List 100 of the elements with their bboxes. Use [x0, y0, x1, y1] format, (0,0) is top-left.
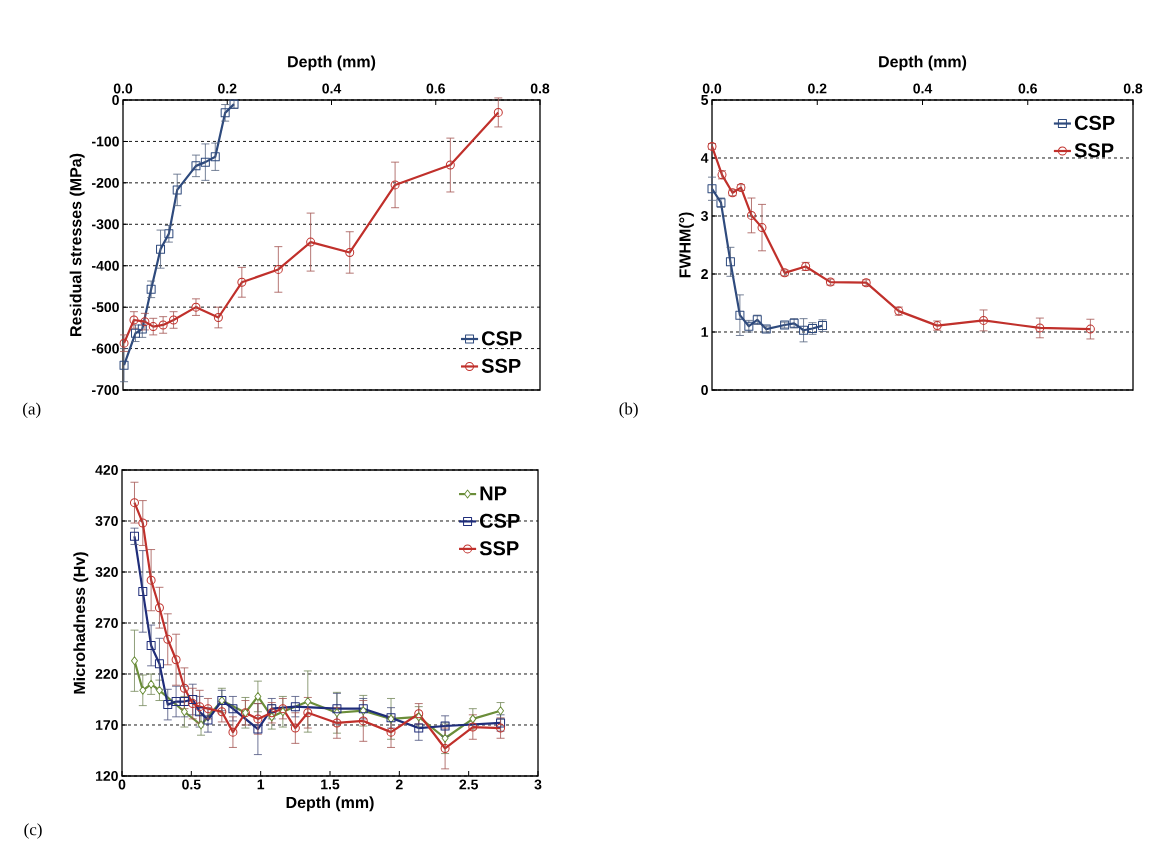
point	[164, 229, 174, 239]
point	[129, 531, 139, 541]
point	[129, 315, 139, 325]
legend-label: SSP	[1074, 143, 1114, 158]
point	[468, 722, 478, 732]
y-axis-title: FWHM(°)	[678, 212, 694, 278]
text: (b)	[619, 402, 638, 419]
legend-label: CSP	[480, 513, 520, 528]
point	[158, 320, 168, 330]
point	[725, 257, 735, 267]
point	[148, 322, 158, 332]
point	[203, 704, 213, 714]
legend-label: CSP	[481, 331, 522, 346]
y-tick-label: 320	[95, 567, 118, 577]
y-tick-label: 0	[701, 385, 708, 395]
point	[172, 185, 182, 195]
y-tick-label: 370	[95, 516, 118, 526]
x-tick-label: 1.5	[321, 779, 340, 790]
x-axis-title: Depth (mm)	[288, 55, 376, 71]
y-tick-label: 220	[95, 669, 118, 679]
y-tick-label: 120	[95, 771, 118, 781]
y-tick-label: 1	[701, 327, 709, 337]
y-tick-label: 5	[701, 95, 709, 105]
point	[332, 704, 342, 714]
point	[757, 223, 767, 233]
point	[358, 716, 368, 726]
point	[220, 108, 230, 118]
point	[147, 679, 155, 689]
point	[138, 518, 148, 528]
point	[163, 700, 173, 710]
x-tick-label: 0.2	[218, 83, 237, 94]
x-tick-label: 1	[257, 779, 265, 790]
x-axis-title: Depth (mm)	[286, 796, 374, 812]
point	[171, 655, 181, 665]
point	[139, 685, 147, 695]
x-tick-label: 0.8	[530, 83, 550, 94]
point	[746, 210, 756, 220]
point	[146, 575, 156, 585]
x-tick-label: 2.5	[459, 779, 479, 790]
point	[179, 697, 189, 707]
point	[171, 697, 181, 707]
point	[304, 697, 312, 707]
point	[213, 313, 223, 322]
y-tick-label: -400	[92, 260, 119, 271]
point	[229, 99, 239, 109]
point	[253, 724, 263, 734]
y-tick-label: -100	[92, 136, 119, 147]
point	[191, 302, 201, 312]
point	[799, 325, 809, 335]
x-axis-title: Depth (mm)	[879, 55, 967, 71]
point	[228, 704, 238, 714]
point	[979, 315, 989, 325]
point	[129, 498, 139, 508]
y-tick-label: 2	[701, 269, 708, 279]
point	[707, 184, 717, 194]
point	[146, 640, 156, 650]
y-tick-label: -500	[92, 302, 119, 313]
point	[332, 718, 342, 728]
y-axis-title: Residual stresses (MPa)	[69, 153, 85, 336]
point	[290, 702, 300, 712]
point	[440, 743, 450, 753]
point	[163, 634, 173, 644]
y-tick-label: -200	[92, 177, 119, 188]
point	[195, 707, 205, 717]
point	[345, 247, 355, 257]
point	[156, 244, 166, 254]
point	[154, 603, 164, 613]
point	[188, 695, 198, 704]
legend-label: NP	[480, 486, 507, 501]
point	[146, 284, 156, 294]
point	[306, 237, 316, 247]
point	[254, 691, 262, 701]
point	[414, 723, 424, 733]
point	[228, 727, 238, 737]
y-tick-label: -300	[92, 219, 119, 230]
point	[197, 720, 205, 730]
x-tick-label: 0.4	[322, 83, 342, 94]
text: (a)	[23, 402, 41, 419]
legend-label: CSP	[1074, 115, 1115, 130]
x-tick-label: 0.8	[1123, 83, 1143, 94]
x-tick-label: 2	[395, 779, 403, 790]
point	[119, 338, 129, 348]
point	[200, 157, 210, 167]
point	[1035, 323, 1045, 333]
point	[195, 702, 205, 712]
point	[303, 708, 313, 718]
point	[210, 152, 220, 162]
x-tick-label: 0	[118, 779, 126, 790]
x-tick-label: 0.4	[913, 83, 933, 94]
y-tick-label: 170	[95, 720, 118, 730]
x-tick-label: 0.5	[182, 779, 201, 790]
point	[1085, 324, 1095, 334]
y-axis-title: Microhadness (Hv)	[73, 552, 89, 694]
point	[217, 707, 227, 717]
point	[119, 360, 129, 370]
x-tick-label: 0.0	[113, 83, 133, 94]
point	[130, 656, 138, 666]
point	[735, 310, 745, 320]
x-tick-label: 0.2	[808, 83, 827, 94]
legend-label: SSP	[481, 358, 521, 373]
